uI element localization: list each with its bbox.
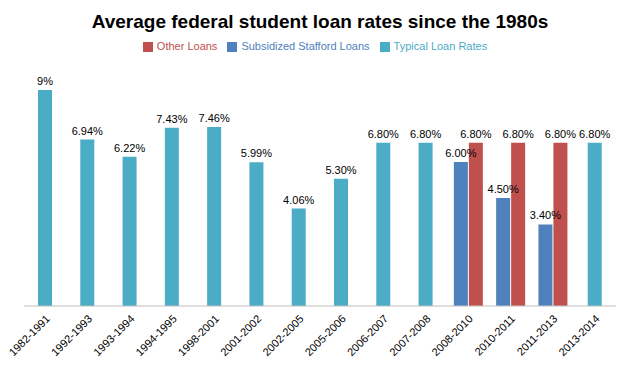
- svg-text:2008-2010: 2008-2010: [429, 312, 475, 358]
- svg-text:2011-2013: 2011-2013: [514, 312, 559, 357]
- svg-text:1998-2001: 1998-2001: [176, 312, 222, 358]
- svg-text:2001-2002: 2001-2002: [218, 312, 264, 358]
- svg-text:2006-2007: 2006-2007: [345, 312, 391, 358]
- html-text:Typical Loan Rates: Typical Loan Rates: [393, 40, 488, 52]
- svg-text:2007-2008: 2007-2008: [387, 312, 433, 358]
- svg-text:4.06%: 4.06%: [283, 194, 314, 206]
- svg-text:6.80%: 6.80%: [545, 128, 576, 140]
- svg-text:9%: 9%: [37, 75, 53, 87]
- svg-text:6.94%: 6.94%: [72, 125, 103, 137]
- svg-text:1982-1991: 1982-1991: [8, 312, 52, 358]
- html-text:Average federal student loan r: Average federal student loan rates since…: [91, 11, 549, 32]
- svg-text:7.43%: 7.43%: [156, 113, 187, 125]
- svg-text:3.40%: 3.40%: [530, 209, 561, 221]
- svg-text:2005-2006: 2005-2006: [302, 312, 348, 358]
- svg-text:5.30%: 5.30%: [325, 164, 356, 176]
- svg-text:4.50%: 4.50%: [488, 183, 519, 195]
- svg-text:2010-2011: 2010-2011: [472, 312, 517, 357]
- svg-text:1992-1993: 1992-1993: [49, 312, 95, 358]
- svg-text:6.80%: 6.80%: [410, 128, 441, 140]
- svg-text:2013-2014: 2013-2014: [556, 312, 602, 358]
- svg-text:5.99%: 5.99%: [241, 147, 272, 159]
- html-text:Subsidized Stafford Loans: Subsidized Stafford Loans: [241, 40, 370, 52]
- svg-text:7.46%: 7.46%: [199, 112, 230, 124]
- svg-text:6.80%: 6.80%: [503, 128, 534, 140]
- svg-text:1994-1995: 1994-1995: [133, 312, 179, 358]
- svg-text:6.80%: 6.80%: [460, 128, 491, 140]
- svg-text:2002-2005: 2002-2005: [260, 312, 306, 358]
- svg-text:6.22%: 6.22%: [114, 142, 145, 154]
- svg-text:6.00%: 6.00%: [445, 147, 476, 159]
- svg-text:6.80%: 6.80%: [368, 128, 399, 140]
- html-text:Other Loans: Other Loans: [156, 40, 218, 52]
- svg-text:1993-1994: 1993-1994: [91, 312, 137, 358]
- svg-text:6.80%: 6.80%: [579, 128, 610, 140]
